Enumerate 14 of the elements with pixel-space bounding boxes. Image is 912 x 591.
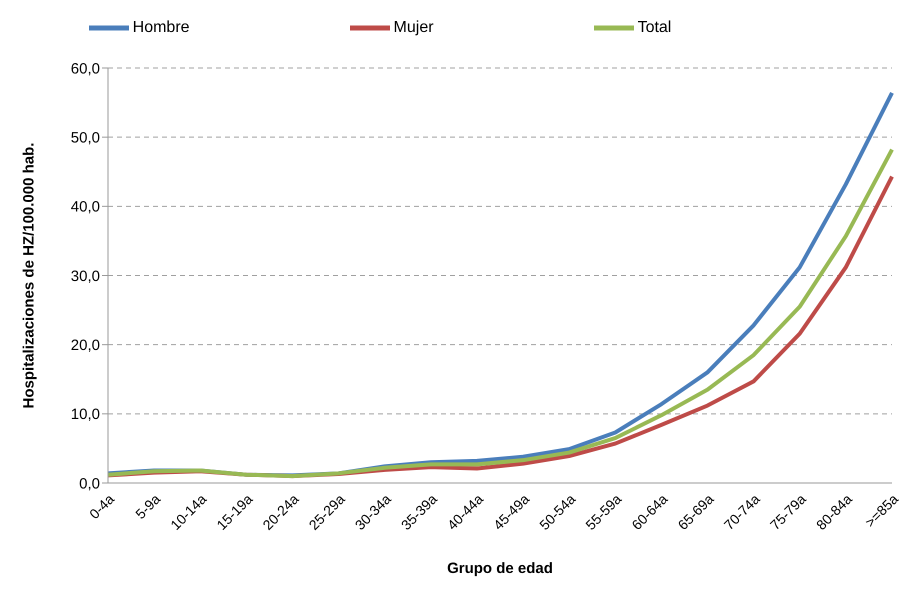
y-tick-label: 50,0	[70, 129, 100, 146]
y-tick-label: 40,0	[70, 198, 100, 216]
x-tick-label: 0-4a	[86, 490, 118, 522]
y-tick-label: 60,0	[70, 60, 100, 78]
x-tick-label: 5-9a	[132, 490, 164, 522]
legend-label: Hombre	[132, 19, 190, 36]
y-tick-label: 0,0	[79, 475, 100, 492]
y-tick-label: 10,0	[70, 406, 100, 424]
y-tick-label: 20,0	[70, 336, 100, 354]
legend-label: Total	[638, 19, 672, 36]
y-axis-title: Hospitalizaciones de HZ/100.000 hab.	[20, 142, 38, 408]
x-axis-title: Grupo de edad	[447, 560, 553, 577]
legend-label: Mujer	[394, 19, 434, 36]
y-tick-label: 30,0	[70, 268, 100, 285]
